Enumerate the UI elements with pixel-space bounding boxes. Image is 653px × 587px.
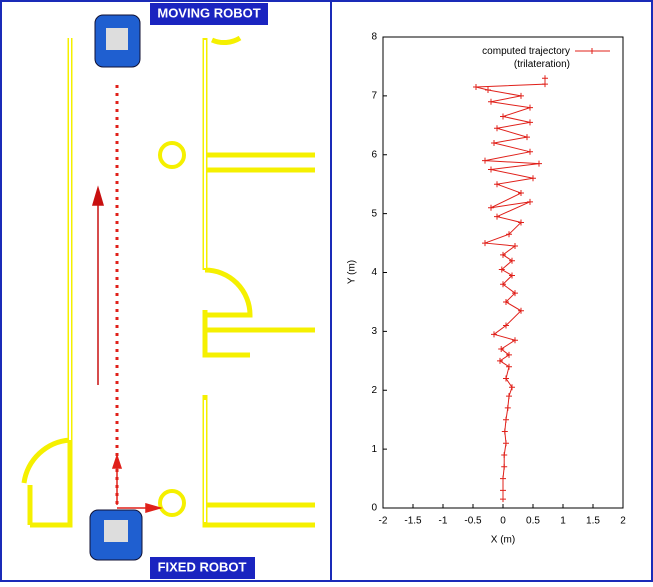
y-tick-label: 0 (371, 503, 377, 514)
point-marker (500, 475, 506, 482)
x-tick-label: -1 (439, 516, 448, 527)
point-marker (509, 257, 515, 264)
y-tick-label: 1 (371, 444, 377, 455)
origin-arrows (111, 453, 163, 513)
x-tick-label: 0 (500, 516, 506, 527)
point-marker (482, 157, 488, 164)
point-marker (491, 139, 497, 146)
robots (89, 14, 163, 561)
robot-deck (104, 520, 128, 542)
legend-label: computed trajectory (trilateration) (482, 46, 570, 70)
x-tick-label: 1.5 (586, 516, 600, 527)
y-tick-label: 7 (371, 91, 377, 102)
y-tick-label: 6 (371, 149, 377, 160)
point-marker (501, 428, 508, 435)
point-marker (530, 175, 536, 182)
point-marker (509, 384, 515, 391)
point-marker (527, 198, 533, 205)
y-tick-label: 4 (371, 267, 377, 278)
point-marker (504, 404, 511, 411)
x-tick-label: -0.5 (464, 516, 482, 527)
x-axis-label: X (m) (491, 535, 515, 546)
point-marker (503, 322, 509, 329)
top-label: MOVING ROBOT (157, 5, 260, 20)
label-box (150, 3, 268, 25)
point-marker (500, 487, 506, 494)
point-marker (542, 81, 548, 88)
x-tick-label: -2 (379, 516, 388, 527)
point-marker (494, 181, 500, 188)
point-marker (500, 113, 506, 120)
point-marker (506, 351, 512, 358)
point-marker (500, 251, 506, 258)
label-box (150, 557, 255, 579)
point-marker (501, 452, 508, 459)
point-marker (485, 86, 491, 93)
x-tick-label: -1.5 (404, 516, 422, 527)
point-marker (497, 357, 503, 364)
point-marker (509, 272, 515, 279)
point-marker (518, 307, 524, 314)
point-marker (542, 75, 548, 82)
floor-map (21, 35, 315, 528)
y-tick-label: 5 (371, 208, 377, 219)
point-marker (518, 190, 524, 197)
point-marker (512, 290, 518, 297)
point-marker (518, 92, 524, 99)
point-marker (488, 98, 494, 105)
y-tick-label: 2 (371, 385, 377, 396)
point-marker (488, 204, 494, 211)
point-marker (500, 281, 506, 288)
point-marker (482, 240, 488, 247)
point-marker (503, 440, 509, 447)
legend: computed trajectory (trilateration) (482, 46, 570, 70)
direction-arrow (91, 185, 105, 385)
point-marker (503, 375, 509, 382)
point-marker (501, 463, 508, 470)
point-marker (498, 346, 505, 353)
point-marker (512, 243, 518, 250)
point-marker (506, 231, 512, 238)
point-marker (506, 363, 512, 370)
x-tick-label: 0.5 (526, 516, 540, 527)
legend-marker (589, 48, 595, 54)
point-marker (506, 393, 512, 400)
x-tick-label: 1 (560, 516, 566, 527)
point-marker (494, 213, 500, 220)
point-marker (503, 298, 509, 305)
point-marker (494, 125, 500, 132)
point-marker (491, 331, 497, 338)
point-marker (512, 337, 518, 344)
point-marker (498, 266, 505, 273)
point-marker (524, 134, 530, 141)
x-tick-label: 2 (620, 516, 626, 527)
point-marker (527, 148, 533, 155)
point-marker (500, 496, 506, 503)
y-tick-label: 3 (371, 326, 377, 337)
bottom-label: FIXED ROBOT (158, 559, 247, 574)
robot-deck (106, 28, 128, 50)
y-axis-label: Y (m) (347, 260, 358, 284)
point-marker (473, 84, 479, 91)
y-tick-label: 8 (371, 32, 377, 43)
point-marker (527, 119, 533, 126)
point-marker (488, 166, 494, 173)
point-marker (536, 160, 542, 167)
point-marker (518, 219, 524, 226)
point-marker (527, 104, 533, 111)
point-marker (503, 416, 509, 423)
